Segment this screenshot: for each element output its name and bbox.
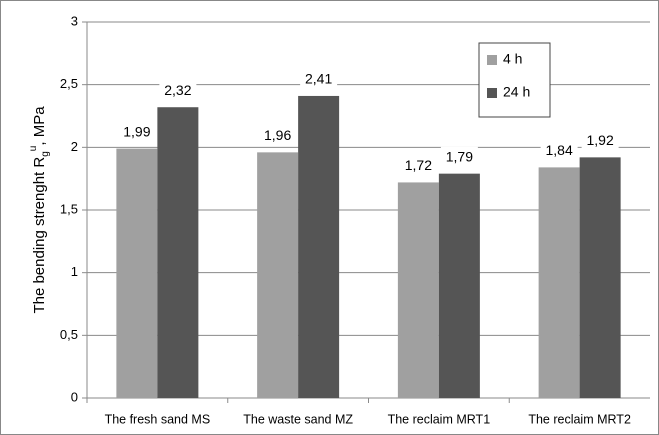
y-axis-title-tail: , MPa <box>31 106 48 146</box>
legend-label: 24 h <box>503 84 530 100</box>
data-label-bg <box>259 125 297 146</box>
y-tick-label: 2,5 <box>60 76 78 91</box>
x-tick-label: The reclaim MRT1 <box>388 412 491 426</box>
y-axis-title-text: The bending strenght R <box>31 157 48 314</box>
y-tick-label: 2 <box>71 139 78 154</box>
y-tick-label: 1 <box>71 264 78 279</box>
y-tick-label: 3 <box>71 13 78 28</box>
legend-swatch <box>487 55 497 65</box>
data-label-bg <box>540 140 578 161</box>
data-label: 1,79 <box>446 148 473 164</box>
bar <box>116 148 158 398</box>
x-tick-label: The waste sand MZ <box>243 412 353 426</box>
bar <box>397 182 439 398</box>
data-label: 1,99 <box>123 123 150 139</box>
data-label-bg <box>399 155 437 176</box>
data-label-bg <box>440 146 478 167</box>
y-axis-title-sub: g <box>40 151 51 157</box>
data-label-bg <box>159 80 197 101</box>
bar <box>538 167 580 398</box>
x-tick-label: The reclaim MRT2 <box>528 412 631 426</box>
bar <box>257 152 299 398</box>
y-tick-label: 0,5 <box>60 327 78 342</box>
data-label: 2,32 <box>164 82 191 98</box>
legend-swatch <box>487 88 497 98</box>
y-axis-title: The bending strenght Rgu, MPa <box>28 106 51 314</box>
data-label-bg <box>581 130 619 151</box>
bar <box>438 173 480 398</box>
data-label: 1,72 <box>405 157 432 173</box>
y-axis-title-sup: u <box>28 146 39 152</box>
bar <box>579 157 621 398</box>
x-tick-label: The fresh sand MS <box>105 412 211 426</box>
bar <box>157 107 199 398</box>
data-label: 1,92 <box>587 132 614 148</box>
bar <box>298 95 340 399</box>
legend-label: 4 h <box>503 51 522 67</box>
data-label-bg <box>118 121 156 142</box>
y-tick-label: 1,5 <box>60 201 78 216</box>
data-label: 2,41 <box>305 71 332 87</box>
data-label: 1,84 <box>546 142 573 158</box>
y-tick-label: 0 <box>71 389 78 404</box>
data-label: 1,96 <box>264 127 291 143</box>
data-label-bg <box>300 68 338 89</box>
